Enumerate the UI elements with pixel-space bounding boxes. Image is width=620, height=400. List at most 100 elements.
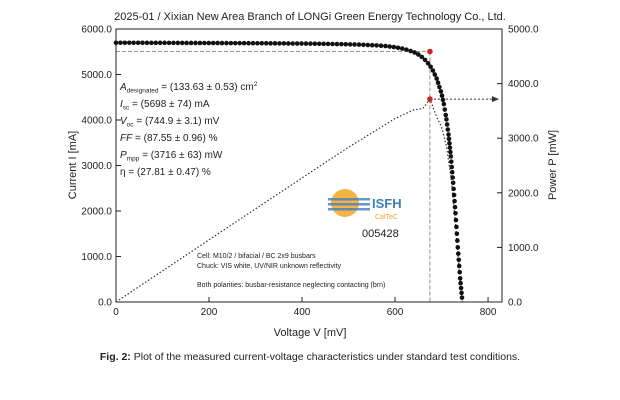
iv-point [391, 44, 397, 50]
x-tick-label: 400 [294, 307, 311, 318]
iv-point [457, 276, 463, 281]
iv-point [237, 40, 243, 46]
chart-title: 2025-01 / Xixian New Area Branch of LONG… [114, 11, 506, 23]
right-tick-label: 3000.0 [508, 134, 539, 145]
iv-point [434, 76, 439, 81]
chuck-note: Chuck: VIS white, UV/NIR unknown reflect… [197, 263, 341, 270]
iv-point [438, 89, 444, 94]
iv-point [126, 40, 132, 46]
iv-point [441, 101, 447, 107]
right-axis-ticks: 0.0 1000.0 2000.0 3000.0 4000.0 5000.0 [497, 25, 539, 309]
right-tick-label: 5000.0 [508, 25, 539, 36]
iv-point [456, 263, 462, 269]
iv-point [228, 40, 234, 46]
left-axis-label: Current I [mA] [67, 131, 79, 199]
iv-point [383, 43, 388, 49]
iv-point [210, 40, 216, 46]
iv-point [334, 41, 340, 47]
iv-point [447, 145, 453, 150]
iv-point [352, 42, 357, 47]
iv-point [415, 52, 421, 57]
iv-point [263, 40, 269, 46]
iv-point [171, 40, 176, 46]
iv-point [435, 80, 441, 85]
iv-point [118, 40, 123, 46]
iv-point [149, 40, 154, 46]
iv-point [166, 40, 172, 46]
iv-series [113, 40, 465, 300]
right-tick-label: 0.0 [508, 298, 522, 309]
left-tick-label: 6000.0 [81, 25, 112, 36]
iv-point [272, 41, 278, 46]
iv-point [157, 40, 163, 46]
right-axis-label: Power P [mW] [547, 130, 559, 200]
iv-point [455, 251, 461, 256]
iv-point [184, 40, 189, 46]
iv-point [197, 40, 203, 46]
logo-text: ISFH [372, 196, 402, 211]
iv-point [440, 97, 446, 103]
iv-chart: 2025-01 / Xixian New Area Branch of LONG… [67, 11, 559, 339]
x-axis-ticks: 0 200 400 600 800 [113, 297, 497, 318]
iv-point [404, 47, 409, 52]
logo-stripe [328, 198, 370, 201]
iv-point [290, 41, 296, 46]
power-series [115, 97, 464, 303]
iv-point [232, 40, 238, 46]
iv-point [122, 40, 128, 46]
logo-stripe [328, 208, 370, 211]
iv-point [447, 140, 452, 146]
iv-point [299, 41, 304, 46]
isc-annotation: Isc = (5698 ± 74) mA [120, 99, 210, 112]
area-annotation: Adesignated = (133.63 ± 0.53) cm2 [119, 81, 258, 95]
iv-point [303, 41, 309, 46]
iv-point [395, 45, 401, 51]
logo-subtext: CalTeC [375, 214, 398, 221]
iv-point [277, 41, 282, 46]
iv-point [347, 42, 353, 47]
figure-caption: Fig. 2: Plot of the measured current-vol… [0, 351, 620, 363]
iv-point [459, 295, 465, 300]
iv-point [179, 40, 185, 46]
iv-point [454, 224, 459, 230]
iv-point [312, 41, 318, 47]
mpp-markers [427, 48, 433, 102]
iv-point [455, 245, 461, 250]
iv-point [321, 41, 326, 47]
right-tick-label: 1000.0 [508, 243, 539, 254]
iv-point [294, 41, 300, 46]
setup-notes: Cell: M10/2 / bifacial / BC 2x9 busbars … [197, 253, 385, 289]
iv-point [446, 136, 452, 142]
iv-point [450, 180, 456, 186]
iv-point [193, 40, 198, 46]
iv-point [259, 40, 265, 46]
iv-point [422, 57, 428, 63]
iv-point [459, 290, 464, 296]
iv-point [449, 159, 454, 164]
left-tick-label: 5000.0 [81, 70, 112, 81]
iv-point [281, 41, 287, 46]
x-tick-label: 800 [480, 307, 497, 318]
iv-point [428, 64, 433, 70]
iv-point [444, 122, 450, 127]
isfh-logo: ISFH CalTeC [328, 189, 402, 221]
x-tick-label: 600 [387, 307, 404, 318]
iv-point [408, 48, 413, 54]
plot-frame [115, 28, 503, 303]
iv-point [153, 40, 159, 46]
iv-point [450, 175, 456, 180]
caption-label: Fig. 2: [99, 351, 131, 363]
iv-point [356, 42, 362, 47]
iv-point [458, 280, 463, 286]
iv-point [286, 41, 291, 46]
iv-point [308, 41, 313, 46]
iv-point [330, 41, 335, 47]
iv-point [144, 40, 150, 46]
iv-point [456, 257, 462, 263]
iv-point [365, 42, 371, 48]
iv-point [202, 40, 207, 46]
iv-point [219, 40, 225, 46]
caption-text: Plot of the measured current-voltage cha… [130, 351, 521, 363]
iv-point [452, 198, 457, 204]
iv-point [343, 41, 349, 47]
